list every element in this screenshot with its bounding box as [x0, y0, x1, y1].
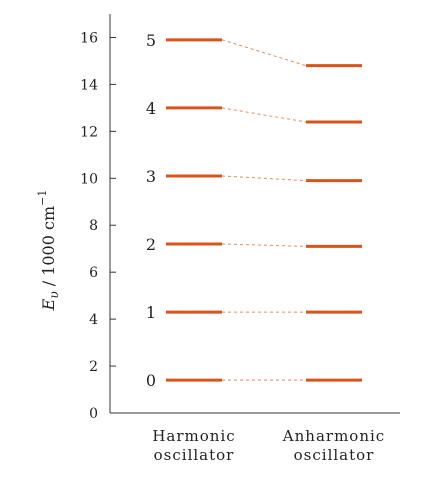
y-tick-label: 12 — [80, 124, 98, 140]
level-connector — [221, 175, 307, 182]
energy-levels — [166, 38, 362, 382]
y-axis-label: Eυ / 1000 cm−1 — [36, 190, 61, 312]
quantum-number-label: 2 — [146, 235, 156, 254]
y-tick-label: 16 — [80, 30, 98, 46]
y-tick-label: 0 — [89, 406, 98, 422]
x-category-label: Harmonic — [152, 427, 235, 445]
quantum-number-label: 1 — [146, 303, 156, 322]
x-category-label: oscillator — [154, 446, 235, 464]
y-axis-label-units: / 1000 cm — [39, 206, 58, 292]
quantum-number-label: 3 — [146, 167, 156, 186]
level-connector — [221, 243, 307, 247]
y-tick-label: 4 — [89, 312, 98, 328]
y-tick-label: 2 — [89, 359, 98, 375]
level-connector — [221, 107, 307, 123]
x-category-label: oscillator — [294, 446, 375, 464]
quantum-number-label: 0 — [146, 371, 156, 390]
y-axis-label-subscript: υ — [47, 291, 61, 298]
y-tick-label: 14 — [80, 77, 98, 93]
y-tick-label: 6 — [89, 265, 98, 281]
y-axis-label-symbol: E — [39, 298, 58, 311]
y-tick-label: 8 — [89, 218, 98, 234]
quantum-number-label: 4 — [146, 99, 156, 118]
quantum-number-label: 5 — [146, 31, 156, 50]
level-connector — [221, 39, 307, 67]
y-tick-label: 10 — [80, 171, 98, 187]
x-category-label: Anharmonic — [282, 427, 385, 445]
chart-labels: 012345HarmonicoscillatorAnharmonicoscill… — [146, 31, 385, 464]
y-axis-label-exponent: −1 — [36, 190, 49, 206]
connector-lines — [221, 39, 307, 381]
